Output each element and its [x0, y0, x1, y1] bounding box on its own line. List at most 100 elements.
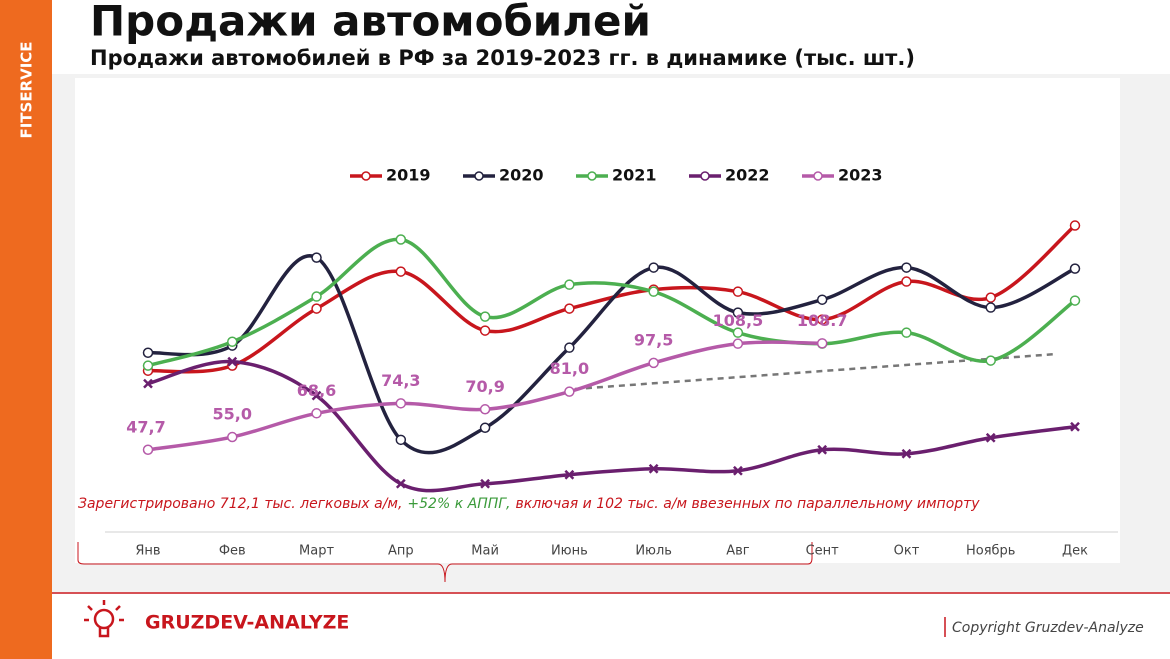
marker — [648, 262, 659, 273]
marker — [564, 303, 575, 314]
logo-text: GRUZDEV-ANALYZE — [145, 612, 349, 634]
annotation: Зарегистрировано 712,1 тыс. легковых а/м… — [78, 496, 980, 512]
series-line — [147, 224, 1077, 374]
marker — [142, 360, 154, 371]
marker — [985, 292, 996, 303]
marker — [816, 314, 828, 325]
marker — [479, 325, 491, 336]
legend-label: 2021 — [612, 166, 657, 185]
data-label: 47,7 — [126, 417, 165, 436]
marker — [816, 294, 828, 305]
x-tick-label: Авг — [726, 544, 750, 559]
marker — [985, 355, 996, 366]
x-tick-label: Апр — [388, 544, 414, 559]
x-tick-label: Окт — [894, 544, 920, 559]
plot-panel — [75, 78, 1120, 563]
marker — [311, 291, 322, 302]
marker — [648, 357, 659, 369]
copyright: Copyright Gruzdev-Analyze — [952, 620, 1144, 636]
marker — [901, 262, 912, 273]
marker — [311, 303, 322, 314]
marker — [816, 338, 828, 349]
data-label: 81,0 — [550, 359, 589, 378]
legend-marker — [700, 171, 710, 181]
x-tick-label: Март — [299, 544, 334, 559]
legend-label: 2019 — [386, 166, 431, 185]
bracket — [77, 542, 813, 583]
x-tick-label: Сент — [806, 544, 840, 559]
data-label: 74,3 — [381, 371, 420, 390]
marker — [227, 336, 238, 347]
marker — [1069, 220, 1081, 231]
marker — [479, 422, 491, 434]
marker — [564, 386, 575, 397]
marker — [817, 444, 828, 455]
marker — [395, 434, 407, 446]
marker — [395, 478, 406, 489]
x-tick-label: Ноябрь — [966, 544, 1015, 559]
legend-marker — [474, 171, 484, 181]
marker — [564, 342, 575, 353]
marker — [732, 327, 744, 338]
trend-line — [574, 352, 1058, 391]
marker — [142, 347, 154, 358]
marker — [143, 378, 153, 389]
marker — [564, 469, 575, 480]
marker — [480, 478, 490, 489]
marker — [985, 432, 996, 443]
marker — [733, 465, 743, 476]
annotation-part: +52% к АППГ, — [407, 496, 510, 512]
marker — [1069, 263, 1081, 274]
marker — [479, 311, 491, 322]
data-label: 108,5 — [713, 311, 764, 330]
marker — [227, 356, 238, 367]
marker — [901, 276, 912, 287]
series-line — [147, 359, 1076, 493]
marker — [479, 404, 491, 415]
chart-subtitle: Продажи автомобилей в РФ за 2019-2023 гг… — [90, 46, 915, 70]
brand: FITSERVICE — [18, 41, 36, 138]
marker — [142, 444, 154, 456]
marker — [732, 286, 744, 297]
legend-marker — [813, 171, 823, 181]
annotation-part: включая и 102 тыс. а/м ввезенных по пара… — [516, 496, 981, 512]
marker — [311, 408, 322, 419]
x-tick-label: Июль — [635, 544, 672, 559]
chart-title: Продажи автомобилей — [90, 0, 651, 46]
marker — [227, 431, 238, 443]
marker — [1069, 295, 1081, 306]
side-strip — [0, 0, 52, 659]
legend-marker — [361, 171, 371, 181]
x-tick-label: Янв — [135, 544, 160, 559]
x-tick-label: Фев — [219, 544, 246, 559]
legend-label: 2022 — [725, 166, 770, 185]
x-tick-label: Июнь — [551, 544, 588, 559]
marker — [395, 266, 407, 277]
legend-marker — [587, 171, 597, 181]
marker — [395, 234, 407, 245]
annotation-part: Зарегистрировано 712,1 тыс. легковых а/м… — [78, 496, 402, 512]
marker — [395, 398, 407, 409]
marker — [1070, 421, 1080, 432]
data-label: 108.7 — [797, 311, 848, 330]
data-label: 68,6 — [297, 381, 336, 400]
marker — [732, 307, 744, 318]
marker — [901, 448, 912, 459]
data-label: 70,9 — [465, 377, 504, 396]
marker — [311, 390, 322, 401]
legend-label: 2020 — [499, 166, 544, 185]
logo-icon — [84, 600, 124, 638]
marker — [732, 338, 744, 349]
x-tick-label: Дек — [1062, 544, 1088, 559]
marker — [648, 463, 659, 474]
marker — [311, 252, 322, 263]
marker — [564, 279, 575, 290]
data-label: 55,0 — [213, 405, 252, 424]
data-label: 97,5 — [634, 330, 673, 349]
marker — [901, 327, 912, 338]
marker — [985, 302, 996, 313]
legend-label: 2023 — [838, 166, 883, 185]
plot: Янв Фев Март Апр Май Июнь Июль Авг Сент Окт Ноябрь… — [78, 166, 1088, 559]
marker — [648, 286, 659, 297]
